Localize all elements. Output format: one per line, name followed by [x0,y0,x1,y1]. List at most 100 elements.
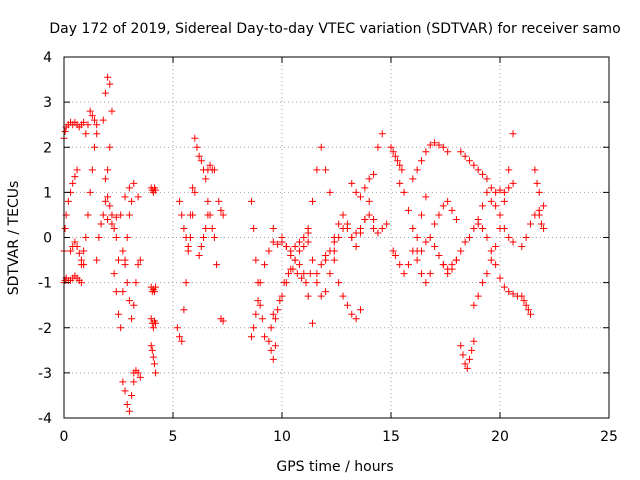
data-point-arc-12 [134,261,142,269]
data-point-arc-42 [422,279,430,287]
data-point-arc-18 [152,369,160,377]
data-point-arc-43 [413,166,421,174]
data-point-arc-48 [463,364,471,372]
data-point-arc-42 [400,188,408,196]
data-point-arc-11 [112,213,120,221]
data-point-arc-32 [282,279,290,287]
data-point-arc-39 [374,229,382,237]
data-point-arc-10 [117,324,125,332]
data-point-arc-22 [202,224,210,232]
data-point-arc-33 [287,252,295,260]
data-point-arc-10 [128,197,136,205]
data-point-arc-5 [91,143,99,151]
data-point-arc-24 [213,261,221,269]
data-point-arc-41 [404,261,412,269]
data-point-arc-50 [487,247,495,255]
data-point-arc-49 [474,292,482,300]
data-point-arc-39 [378,224,386,232]
data-point-arc-43 [444,148,452,156]
data-point-arc-30 [295,238,303,246]
data-point-arc-7 [95,234,103,241]
data-point-arc-11 [117,211,125,219]
data-point-arc-37 [365,211,373,219]
data-point-arc-20 [191,188,199,196]
data-point-arc-32 [304,224,312,232]
data-point-arc-35 [335,279,343,287]
data-point-arc-14 [136,373,144,381]
data-point-arc-29 [267,346,275,354]
data-point-arc-9 [108,211,116,219]
data-point-arc-12 [128,315,136,323]
data-point-arc-10 [115,310,122,318]
data-point-arc-33 [291,256,299,264]
data-point-arc-45 [448,206,456,214]
data-point-arc-46 [483,188,491,196]
data-point-arc-56 [535,211,543,219]
data-point-arc-8 [108,107,116,115]
data-point-arc-33 [282,243,290,251]
data-point-arc-52 [492,188,500,196]
data-point-arc-9 [106,202,114,210]
data-point-arc-9 [115,256,122,264]
data-point-arc-13 [125,407,133,415]
data-point-arc-37 [348,234,356,241]
data-point-arc-15 [152,186,160,194]
data-point-arc-10 [123,234,131,241]
data-point-arc-29 [269,355,277,363]
data-point-arc-11 [134,193,142,201]
data-point-arc-10 [112,288,120,296]
data-point-arc-34 [304,238,312,246]
data-point-arc-51 [509,238,517,246]
data-point-arc-31 [271,315,279,323]
data-point-arc-53 [524,306,532,314]
data-point-arc-41 [413,234,421,241]
data-point-arc-50 [492,261,500,269]
data-point-arc-30 [300,234,308,241]
data-point-arc-37 [322,256,330,264]
data-point-arc-25 [215,197,223,205]
data-point-arc-35 [352,315,360,323]
data-point-arc-42 [396,179,404,187]
data-point-arc-13 [121,387,129,395]
data-point-arc-7 [104,166,112,174]
data-point-arc-25 [217,206,225,214]
y-tick-label: 1 [43,185,52,201]
data-point-arc-44 [431,243,439,251]
data-point-arc-30 [291,243,299,251]
data-point-arc-12 [136,256,144,264]
data-point-arc-46 [487,184,495,192]
data-point-arc-44 [422,238,430,246]
data-point-arc-33 [304,292,312,300]
data-point-arc-41 [418,211,426,219]
data-point-arc-28 [254,297,262,305]
data-point-arc-21 [195,152,203,160]
x-tick-label: 20 [491,429,509,445]
data-point-arc-5 [86,188,94,196]
y-tick-label: 3 [43,95,52,111]
data-point-arc-20 [176,197,184,205]
data-point-arc-47 [479,170,487,178]
data-point-arc-50 [483,234,491,241]
data-point-arc-53 [522,301,530,309]
data-point-arc-41 [400,270,408,278]
data-point-arc-48 [461,360,469,368]
data-point-arc-5 [93,130,101,138]
data-point-arc-54 [522,234,530,241]
data-point-arc-49 [487,256,495,264]
data-point-arc-54 [540,202,548,210]
data-point-arc-5 [88,166,96,174]
data-point-arc-31 [267,324,275,332]
data-point-arc-45 [439,202,447,210]
data-point-arc-5 [82,234,90,241]
data-point-arc-35 [339,292,347,300]
data-point-arc-34 [313,279,321,287]
data-point-arc-11 [121,193,129,201]
data-point-arc-18 [149,353,157,361]
data-point-arc-37 [370,215,378,223]
data-point-arc-4 [73,243,81,251]
y-axis-label: SDTVAR / TECUs [6,181,22,296]
data-point-arc-56 [537,220,545,228]
data-point-arc-8 [104,73,112,81]
data-point-arc-48 [470,337,478,345]
